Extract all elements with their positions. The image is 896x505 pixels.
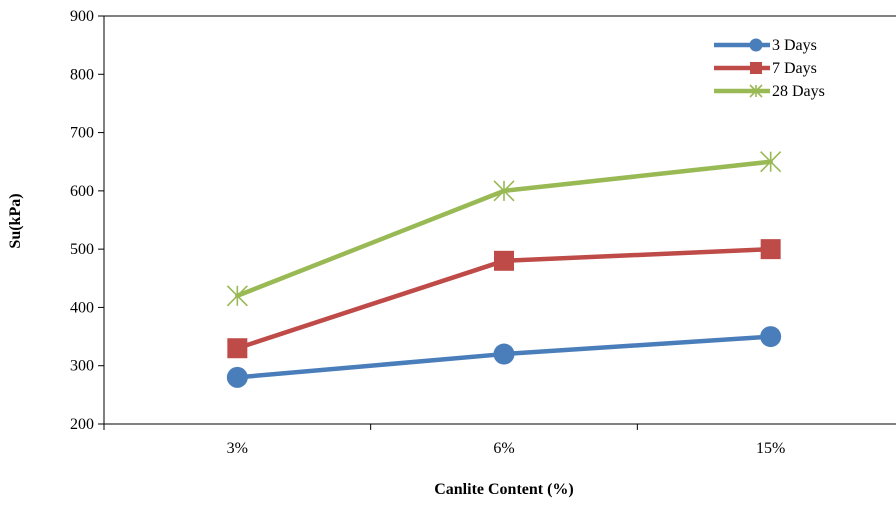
y-tick-label: 700 — [70, 125, 94, 142]
data-point — [493, 180, 515, 202]
data-point — [760, 239, 781, 260]
x-tick-label: 15% — [756, 440, 785, 457]
y-tick-label: 800 — [70, 66, 94, 83]
x-axis-title: Canlite Content (%) — [434, 481, 574, 498]
legend-marker — [750, 62, 762, 74]
legend-marker — [749, 84, 763, 98]
series-7-days — [227, 239, 781, 359]
y-axis-title: Su(kPa) — [7, 193, 24, 248]
data-point — [227, 338, 248, 359]
legend-marker — [749, 38, 763, 52]
x-tick-label: 6% — [493, 440, 514, 457]
series-28-days — [226, 151, 782, 307]
legend: 3 Days 7 Days 28 Days — [714, 37, 825, 100]
data-point — [760, 326, 782, 348]
data-point — [226, 366, 248, 388]
y-tick-label: 600 — [70, 183, 94, 200]
y-tick-label: 200 — [70, 416, 94, 433]
y-tick-label: 500 — [70, 241, 94, 258]
data-point — [760, 151, 782, 173]
legend-item: 3 Days — [714, 37, 817, 54]
series-layer — [226, 151, 782, 388]
y-tick-label: 400 — [70, 299, 94, 316]
legend-label: 3 Days — [772, 37, 817, 54]
y-tick-label: 300 — [70, 358, 94, 375]
x-tick-label: 3% — [227, 440, 248, 457]
series-3-days — [226, 326, 782, 388]
legend-label: 28 Days — [772, 83, 825, 100]
y-tick-label: 900 — [70, 8, 94, 25]
data-point — [494, 250, 514, 271]
axes: 200 300 400 500 600 700 800 900 3% 6% 15% — [70, 8, 896, 457]
data-point — [493, 343, 515, 365]
data-point — [226, 285, 248, 307]
legend-label: 7 Days — [772, 60, 817, 77]
legend-item: 28 Days — [714, 83, 825, 100]
legend-item: 7 Days — [714, 60, 817, 77]
